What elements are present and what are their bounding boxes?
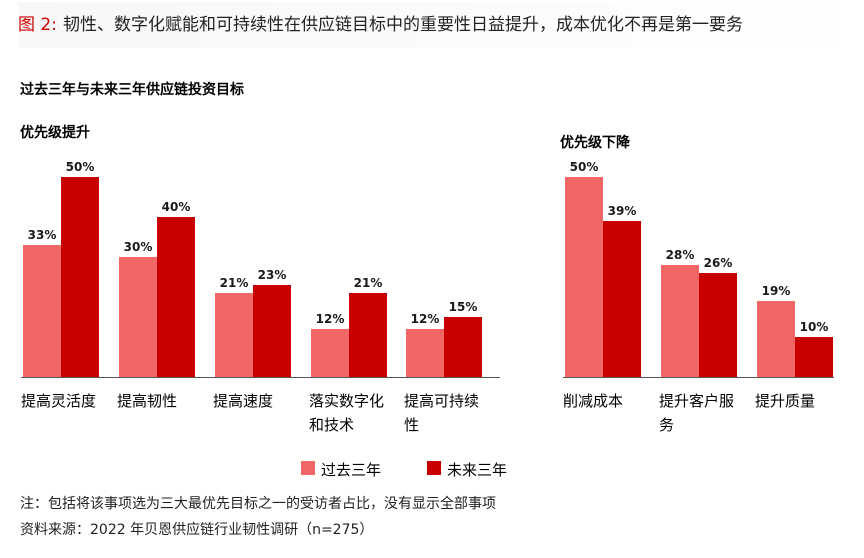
data-label: 23% bbox=[258, 268, 287, 282]
figure-title-text: 韧性、数字化赋能和可持续性在供应链目标中的重要性日益提升，成本优化不再是第一要务 bbox=[62, 15, 743, 35]
data-label: 30% bbox=[124, 240, 153, 254]
figure-title: 图 2: 韧性、数字化赋能和可持续性在供应链目标中的重要性日益提升，成本优化不再是… bbox=[18, 2, 864, 48]
category-label: 提高韧性 bbox=[117, 392, 177, 410]
bar-future bbox=[444, 317, 482, 377]
category-label: 提升客户服 bbox=[659, 392, 734, 410]
category-label: 务 bbox=[659, 416, 674, 434]
bar-past bbox=[565, 177, 603, 377]
bar-future bbox=[61, 177, 99, 377]
data-label: 40% bbox=[162, 200, 191, 214]
category-label: 提高可持续 bbox=[404, 392, 479, 410]
data-label: 21% bbox=[220, 276, 249, 290]
bar-future bbox=[795, 337, 833, 377]
data-label: 21% bbox=[354, 276, 383, 290]
data-label: 50% bbox=[66, 160, 95, 174]
data-label: 10% bbox=[800, 320, 829, 334]
bar-future bbox=[157, 217, 195, 377]
data-label: 12% bbox=[316, 312, 345, 326]
group-title-decrease: 优先级下降 bbox=[560, 135, 630, 151]
footnote: 注：包括将该事项选为三大最优先目标之一的受访者占比，没有显示全部事项 bbox=[20, 496, 496, 512]
data-label: 19% bbox=[762, 284, 791, 298]
bar-future bbox=[253, 285, 291, 377]
legend-label-future: 未来三年 bbox=[447, 461, 508, 479]
data-label: 33% bbox=[28, 228, 57, 242]
category-label: 提升质量 bbox=[755, 392, 815, 410]
category-label: 落实数字化 bbox=[309, 392, 384, 410]
category-label: 提高灵活度 bbox=[21, 392, 96, 410]
bar-future bbox=[699, 273, 737, 377]
bar-past bbox=[661, 265, 699, 377]
bar-past bbox=[215, 293, 253, 377]
legend-swatch-future bbox=[427, 461, 441, 475]
group-title-increase: 优先级提升 bbox=[20, 125, 90, 141]
bar-past bbox=[23, 245, 61, 377]
data-label: 26% bbox=[704, 256, 733, 270]
data-label: 50% bbox=[570, 160, 599, 174]
category-label: 提高速度 bbox=[213, 392, 273, 410]
source-note: 资料来源：2022 年贝恩供应链行业韧性调研（n=275） bbox=[20, 522, 374, 538]
bar-future bbox=[603, 221, 641, 377]
data-label: 39% bbox=[608, 204, 637, 218]
category-label: 性 bbox=[404, 416, 419, 434]
data-label: 12% bbox=[411, 312, 440, 326]
bar-past bbox=[406, 329, 444, 377]
bar-past bbox=[757, 301, 795, 377]
data-label: 15% bbox=[449, 300, 478, 314]
figure-label: 图 2: bbox=[18, 15, 57, 35]
chart-subtitle: 过去三年与未来三年供应链投资目标 bbox=[20, 82, 244, 98]
legend-label-past: 过去三年 bbox=[321, 461, 382, 479]
bar-future bbox=[349, 293, 387, 377]
data-label: 28% bbox=[666, 248, 695, 262]
category-label: 削减成本 bbox=[563, 392, 623, 410]
bar-past bbox=[311, 329, 349, 377]
legend-swatch-past bbox=[301, 461, 315, 475]
bar-past bbox=[119, 257, 157, 377]
category-label: 和技术 bbox=[309, 416, 354, 434]
